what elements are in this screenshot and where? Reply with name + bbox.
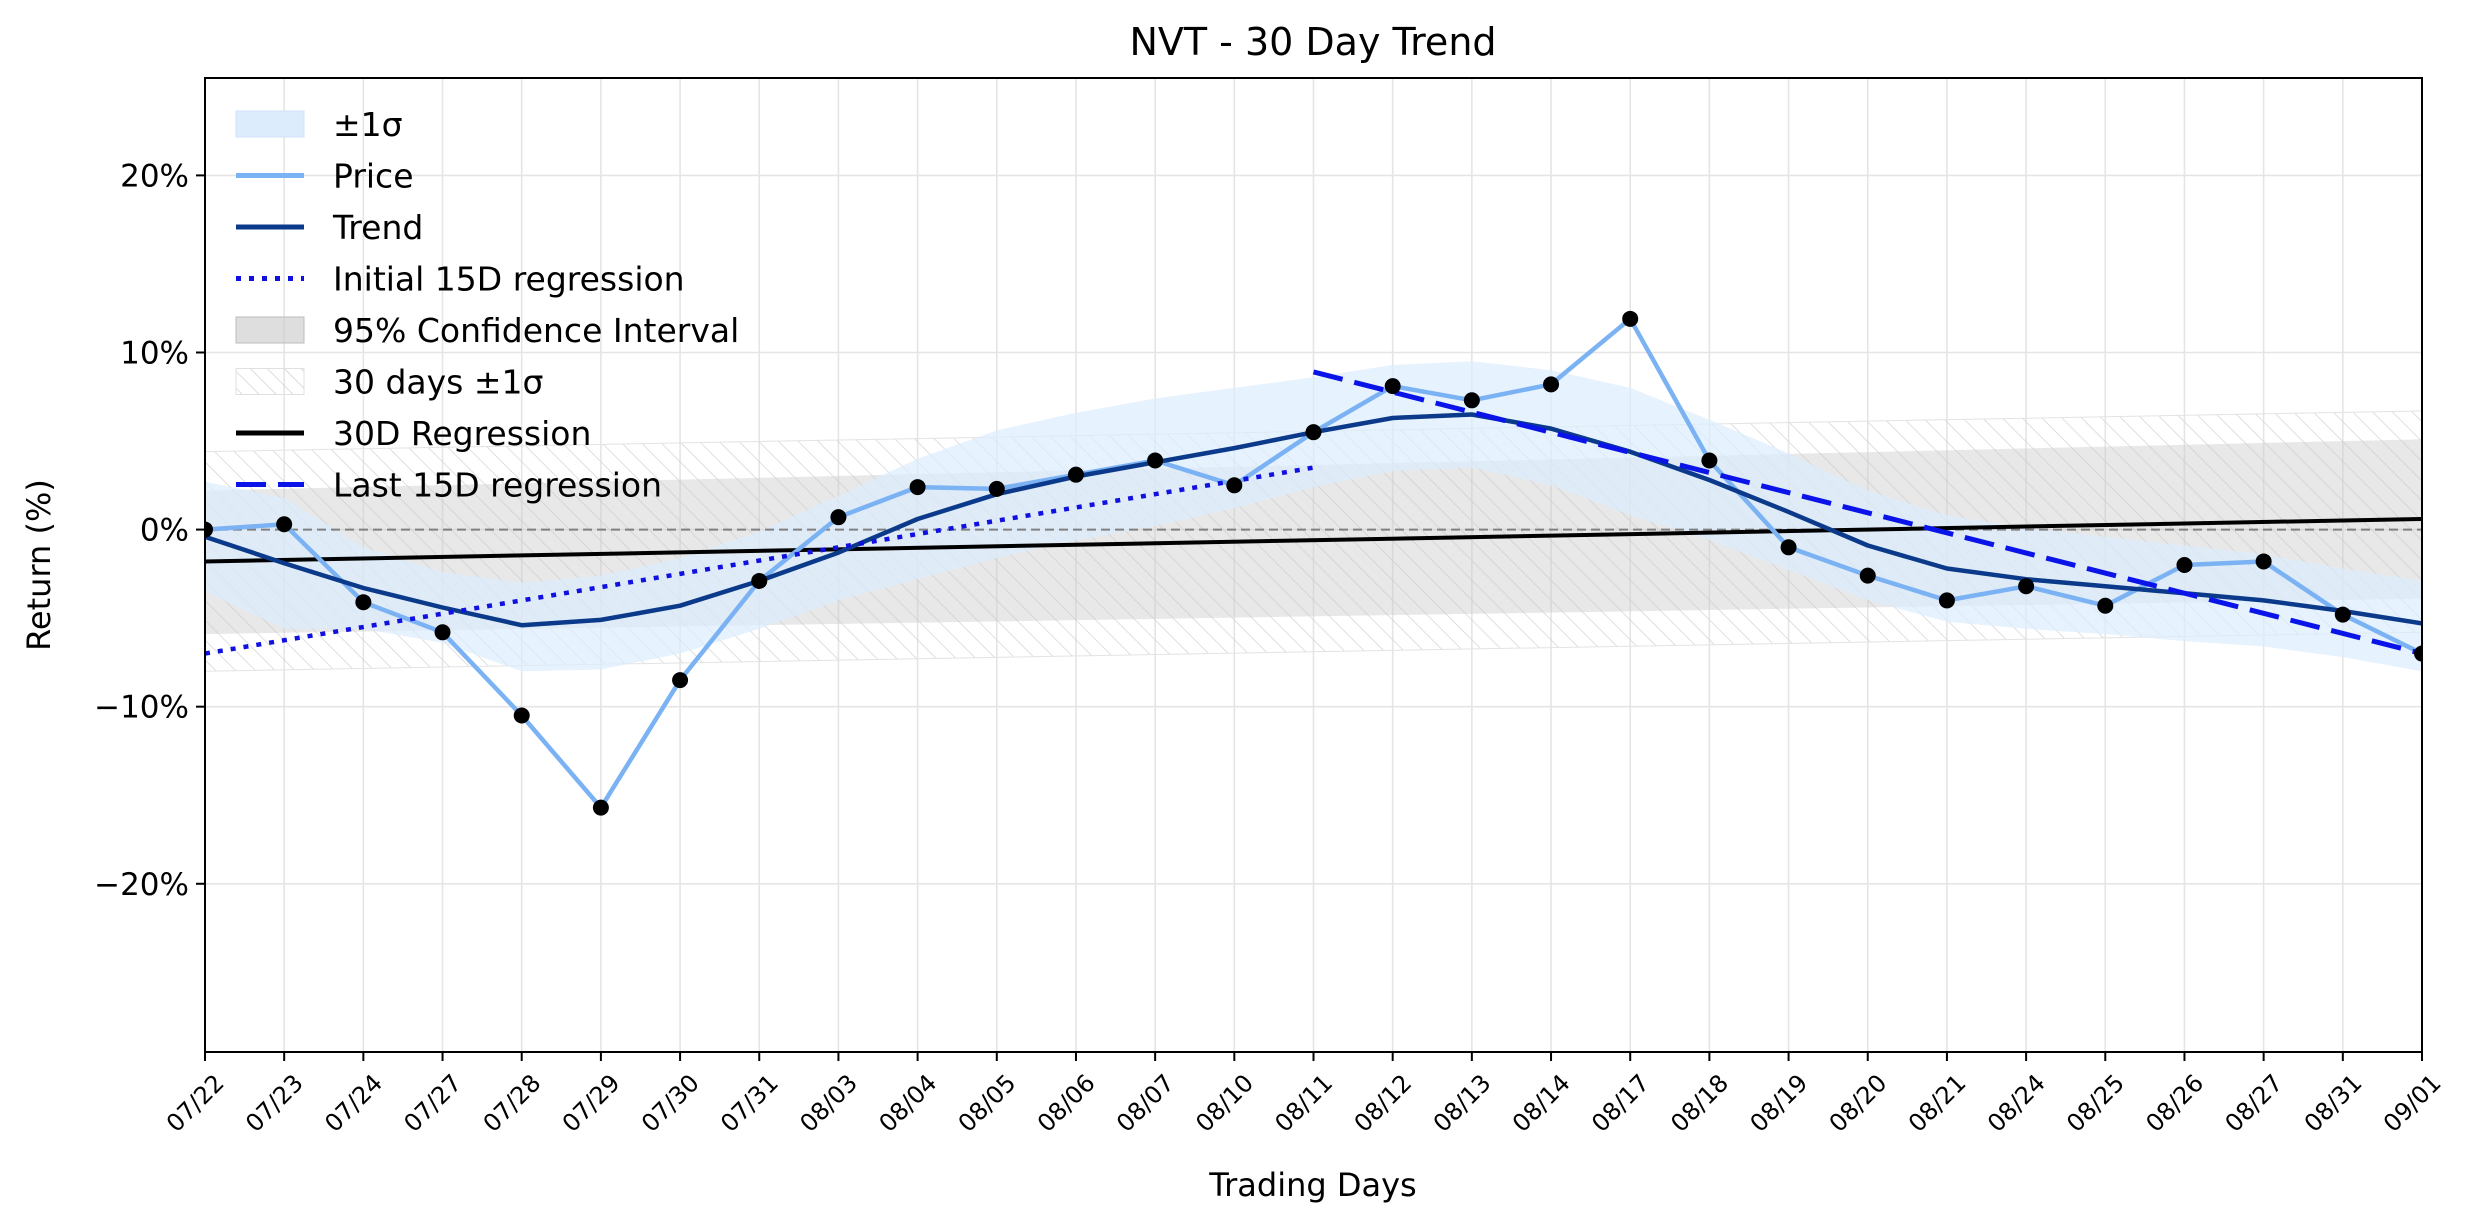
- legend-swatch-confidence: [235, 316, 305, 344]
- legend-item: 30D Regression: [236, 414, 591, 453]
- x-tick-label: 08/19: [1745, 1069, 1814, 1138]
- legend-label: 30D Regression: [333, 414, 591, 453]
- legend-item: ±1σ: [235, 105, 403, 144]
- band-sigma: [205, 361, 2422, 672]
- legend-item: Price: [236, 157, 414, 196]
- x-tick-label: 08/21: [1903, 1069, 1972, 1138]
- price-point: [355, 594, 372, 611]
- legend-item: Last 15D regression: [236, 466, 662, 505]
- x-tick-label: 08/10: [1190, 1069, 1259, 1138]
- legend-label: 95% Confidence Interval: [333, 311, 739, 350]
- x-tick-label: 08/31: [2299, 1069, 2368, 1138]
- x-tick-label: 08/14: [1507, 1069, 1576, 1138]
- price-point: [830, 509, 847, 526]
- x-tick-label: 08/20: [1824, 1069, 1893, 1138]
- price-point: [2334, 606, 2351, 623]
- price-point: [1305, 424, 1322, 441]
- y-tick-label: 20%: [120, 158, 189, 194]
- price-point: [672, 672, 689, 689]
- price-point: [1543, 376, 1560, 393]
- price-point: [988, 480, 1005, 497]
- price-point: [2018, 578, 2035, 595]
- price-point: [909, 479, 926, 496]
- line-initial-15d-regression: [205, 465, 1314, 656]
- x-tick-label: 07/23: [240, 1069, 309, 1138]
- x-tick-label: 08/13: [1428, 1069, 1497, 1138]
- price-point: [2414, 645, 2422, 662]
- legend-swatch-30day-sigma: [235, 368, 305, 395]
- x-tick-label: 08/05: [953, 1069, 1022, 1138]
- price-point: [592, 799, 609, 816]
- price-point: [205, 521, 213, 538]
- legend-label: 30 days ±1σ: [333, 363, 543, 402]
- legend-label: Price: [333, 157, 414, 196]
- x-tick-label: 09/01: [2378, 1069, 2447, 1138]
- price-point: [1147, 452, 1164, 469]
- y-axis-label: Return (%): [20, 479, 58, 651]
- x-tick-label: 08/06: [1032, 1069, 1101, 1138]
- y-tick-label: −10%: [94, 690, 189, 726]
- y-tick-label: 10%: [120, 335, 189, 371]
- y-tick-label: 0%: [140, 513, 189, 549]
- price-point: [1067, 466, 1084, 483]
- price-point: [1780, 539, 1797, 556]
- x-tick-label: 07/24: [319, 1069, 388, 1138]
- legend-swatch-sigma: [235, 110, 305, 138]
- y-tick-label: −20%: [94, 867, 189, 903]
- legend-item: 95% Confidence Interval: [235, 311, 739, 350]
- x-tick-label: 07/27: [399, 1069, 468, 1138]
- price-point: [2097, 597, 2114, 614]
- price-point: [1226, 477, 1243, 494]
- legend-item: Initial 15D regression: [236, 260, 685, 299]
- x-tick-label: 07/22: [161, 1069, 230, 1138]
- x-tick-label: 08/03: [794, 1069, 863, 1138]
- price-point: [434, 624, 451, 641]
- legend-label: Initial 15D regression: [333, 260, 685, 299]
- chart-title: NVT - 30 Day Trend: [1129, 20, 1496, 64]
- x-tick-label: 08/18: [1665, 1069, 1734, 1138]
- x-axis-label: Trading Days: [1208, 1166, 1416, 1204]
- x-tick-label: 07/29: [557, 1069, 626, 1138]
- x-tick-label: 08/11: [1269, 1069, 1338, 1138]
- legend-label: Trend: [332, 208, 423, 247]
- legend-item: 30 days ±1σ: [235, 363, 543, 402]
- x-tick-label: 07/28: [478, 1069, 547, 1138]
- x-tick-label: 08/04: [874, 1069, 943, 1138]
- price-point: [2176, 557, 2193, 573]
- legend-label: ±1σ: [333, 105, 403, 144]
- price-point: [1622, 310, 1639, 327]
- price-point: [751, 572, 768, 589]
- legend: ±1σ Price Trend Initial 15D regression 95% C…: [235, 105, 739, 505]
- price-point: [1384, 378, 1401, 395]
- price-point: [1938, 592, 1955, 609]
- line-30d-regression: [205, 516, 2422, 564]
- price-point: [276, 516, 293, 533]
- x-tick-label: 07/30: [636, 1069, 705, 1138]
- line-last-15d-regression: [1312, 369, 2422, 656]
- x-tick-label: 08/27: [2220, 1069, 2289, 1138]
- x-tick-label: 08/07: [1111, 1069, 1180, 1138]
- price-point: [1701, 452, 1718, 469]
- x-tick-label: 08/12: [1349, 1069, 1418, 1138]
- legend-item: Trend: [236, 208, 423, 247]
- x-tick-label: 08/24: [1982, 1069, 2051, 1138]
- legend-label: Last 15D regression: [333, 466, 662, 505]
- x-tick-label: 08/25: [2061, 1069, 2130, 1138]
- x-tick-label: 07/31: [715, 1069, 784, 1138]
- x-tick-label: 08/26: [2140, 1069, 2209, 1138]
- price-point: [2255, 553, 2272, 570]
- x-tick-label: 08/17: [1586, 1069, 1655, 1138]
- price-point: [513, 707, 530, 724]
- price-point: [1859, 567, 1876, 584]
- price-point: [1463, 392, 1480, 409]
- plot-area: [205, 310, 2422, 816]
